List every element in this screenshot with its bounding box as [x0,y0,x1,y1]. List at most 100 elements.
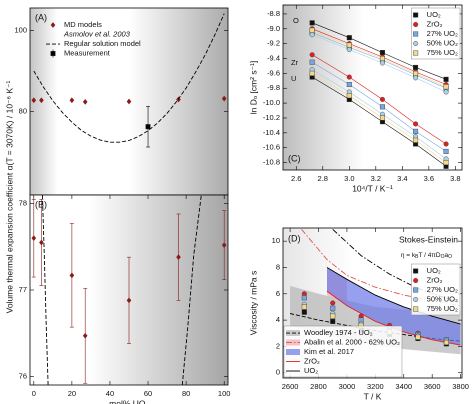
marker [443,160,449,166]
panel-label: (B) [35,199,47,209]
legend-swatch [286,339,300,346]
legend-box [411,263,461,316]
curve [33,13,225,143]
x-tick-label: 2800 [310,382,327,391]
marker [301,295,307,301]
legend-swatch [413,306,419,312]
marker [31,235,37,242]
marker [346,35,352,41]
marker [126,297,132,304]
legend-swatch [413,268,419,274]
x-tick-label: 2.8 [318,174,328,183]
x-axis-label: T / K [364,391,382,401]
marker [346,74,352,80]
y-tick-label: -8.8 [267,9,280,18]
legend-box [411,7,461,60]
marker [82,99,88,105]
legend-swatch [413,12,419,18]
legend-label: Kim et al. 2017 [304,347,354,356]
y-tick-label: 100 [14,25,27,34]
legend-swatch [413,297,419,303]
marker [443,84,449,90]
legend-label: 50% UO₂ [427,39,458,48]
x-tick-label: 3200 [367,382,384,391]
marker [379,104,385,110]
legend-label: ZrO₂ [427,276,443,285]
legend-label: Abalin et al. 2000 - 62% UO₂ [304,338,400,347]
marker [413,128,419,134]
formula-part: O [448,254,452,260]
legend-entry: 50% UO₂ [413,39,458,48]
legend-swatch [413,287,419,293]
legend-entry: UO₂ [413,10,441,19]
y-tick-label: 0 [276,368,280,377]
legend-entry: UO₂ [286,366,318,375]
marker [309,32,315,38]
x-tick-label: 2600 [282,382,299,391]
y-axis-label: ln Dₒ [cm² s⁻¹] [248,61,258,115]
marker [346,93,352,99]
y-tick-label: -9.8 [267,83,280,92]
formula-part: T / 4πD [419,252,441,259]
plot-frame [282,227,463,379]
y-tick-label: -9.6 [267,68,280,77]
legend-swatch [413,50,419,56]
y-tick-label: -10.8 [263,158,280,167]
marker [176,254,181,261]
formula: η = kBT / 4πDOaO [401,252,452,261]
x-axis-label: 10⁴/T / K⁻¹ [352,183,393,193]
y-tick-label: 4 [276,315,280,324]
x-tick-label: 3.4 [397,174,407,183]
marker [309,27,315,33]
legend-entry: 75% UO₂ [413,304,458,313]
marker [379,115,385,121]
legend-box [283,325,403,378]
marker [330,313,336,319]
y-tick-label: 10 [272,236,280,245]
x-tick-label: 3400 [395,382,412,391]
marker [39,239,44,246]
marker [346,47,352,53]
annotation: U [291,74,296,83]
y-tick-label: 2 [276,341,280,350]
legend-entry: Regular solution model [46,39,141,48]
y-tick-label: 6 [276,289,280,298]
marker [31,97,37,104]
x-tick-label: 3600 [424,382,441,391]
annotation: O [293,16,299,25]
x-tick-label: 3800 [452,382,469,391]
y-tick-label: 78 [19,199,27,208]
legend-label: UO₂ [427,266,441,275]
legend-swatch [286,349,300,356]
x-tick-label: 3.8 [450,174,460,183]
formula-part: B [415,254,419,260]
legend-entry: Woodley 1974 - UO₂ [286,328,373,337]
marker [346,42,352,48]
y-tick-label: -10.0 [263,98,280,107]
marker [145,124,151,130]
plot-frame [282,4,463,171]
marker [443,89,449,95]
y-tick-label: 80 [19,107,27,116]
marker [309,70,315,76]
y-tick-label: -10.4 [263,128,280,137]
legend-swatch [413,41,419,47]
legend-label: ZrO₂ [304,357,320,366]
legend-swatch [413,22,419,28]
marker [413,64,419,70]
marker [126,98,132,105]
legend-label: 50% UO₂ [427,295,458,304]
legend-title: Asmolov et al. 2003 [63,30,131,39]
marker [330,300,336,306]
marker [443,76,449,82]
y-tick-label: -9.2 [267,39,280,48]
plot-area [309,20,449,169]
x-tick-label: 40 [106,389,114,398]
marker [221,242,227,248]
panel-label: (D) [288,233,301,243]
legend-entry: Kim et al. 2017 [286,347,354,356]
curve [41,195,49,385]
marker [413,137,419,143]
